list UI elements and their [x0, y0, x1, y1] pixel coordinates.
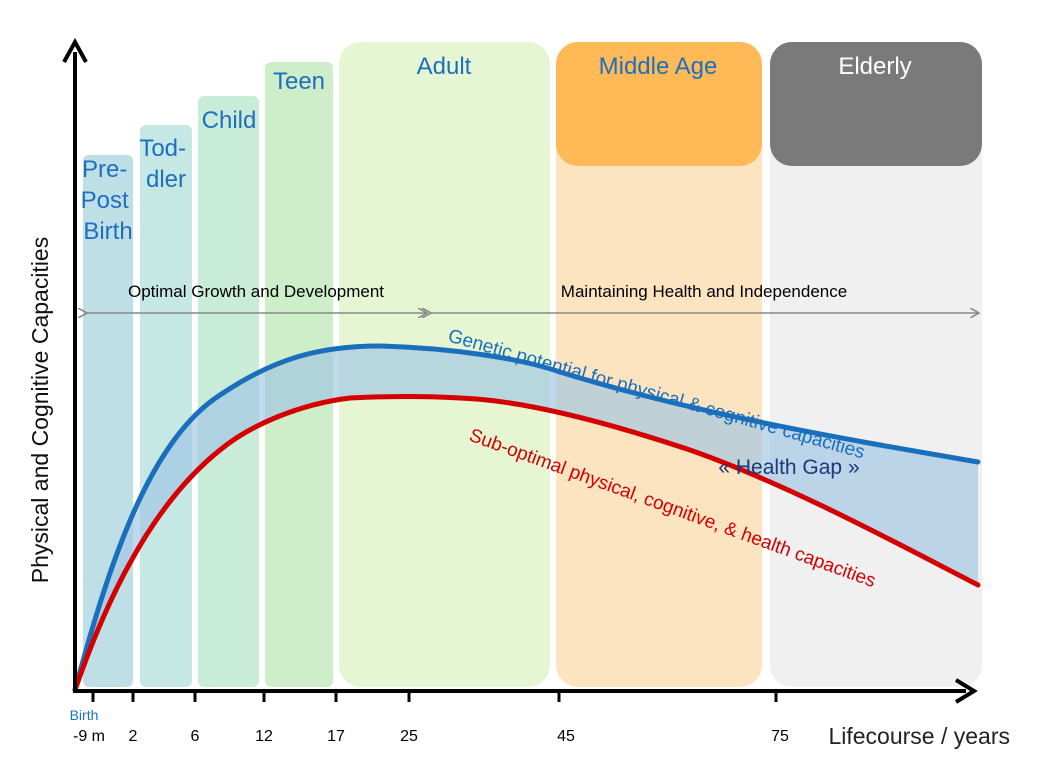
stage-headers: [83, 42, 982, 277]
birth-label: Birth: [70, 707, 99, 723]
suboptimal-curve: [72, 393, 981, 693]
tick-label: 45: [557, 728, 575, 745]
stage-label-prepost: Pre- Post Birth: [81, 156, 136, 245]
genetic-potential-curve: [72, 343, 981, 693]
x-axis-ticks: [91, 689, 778, 702]
stage-label-child: Child: [202, 107, 257, 134]
tick-label: 6: [191, 728, 200, 745]
tick-label: 2: [129, 728, 138, 745]
stage-label-toddler: Tod- dler: [139, 135, 192, 193]
stage-header-child: [198, 96, 259, 220]
stage-header-teen: [265, 62, 333, 186]
stage-label-prepost-line3: Birth: [83, 218, 132, 245]
tick-label: 75: [771, 728, 789, 745]
y-axis-label: Physical and Cognitive Capacities: [27, 237, 53, 583]
health-gap-band: [75, 346, 978, 690]
stage-label-teen: Teen: [273, 68, 325, 95]
stage-label-adult: Adult: [417, 53, 472, 80]
stage-label-prepost-line1: Pre-: [82, 156, 127, 183]
stage-header-elderly: [770, 42, 982, 166]
stage-header-prepost: [83, 155, 133, 277]
x-axis-label: Lifecourse / years: [828, 723, 1010, 749]
stage-header-middle-age: [556, 42, 762, 166]
stage-label-middle-age: Middle Age: [599, 53, 718, 80]
stage-column-toddler: [140, 125, 192, 687]
phase-label-growth: Optimal Growth and Development: [128, 282, 384, 301]
y-axis-arrowhead: [62, 37, 88, 63]
phase-label-maintaining: Maintaining Health and Independence: [561, 282, 847, 301]
stage-label-toddler-line1: Tod-: [139, 135, 186, 162]
stage-label-prepost-line2: Post: [81, 187, 129, 214]
stage-label-elderly: Elderly: [838, 53, 911, 80]
tick-label: 25: [400, 728, 418, 745]
tick-label: 17: [327, 728, 345, 745]
x-axis-arrowhead: [954, 678, 978, 704]
health-gap-label: « Health Gap »: [718, 456, 859, 479]
stage-header-adult: [339, 42, 550, 166]
stage-label-toddler-line2: dler: [146, 166, 186, 193]
tick-label: 12: [255, 728, 273, 745]
stage-header-toddler: [140, 125, 192, 249]
tick-label: -9 m: [73, 728, 105, 745]
stage-column-middle-age: [556, 42, 762, 687]
